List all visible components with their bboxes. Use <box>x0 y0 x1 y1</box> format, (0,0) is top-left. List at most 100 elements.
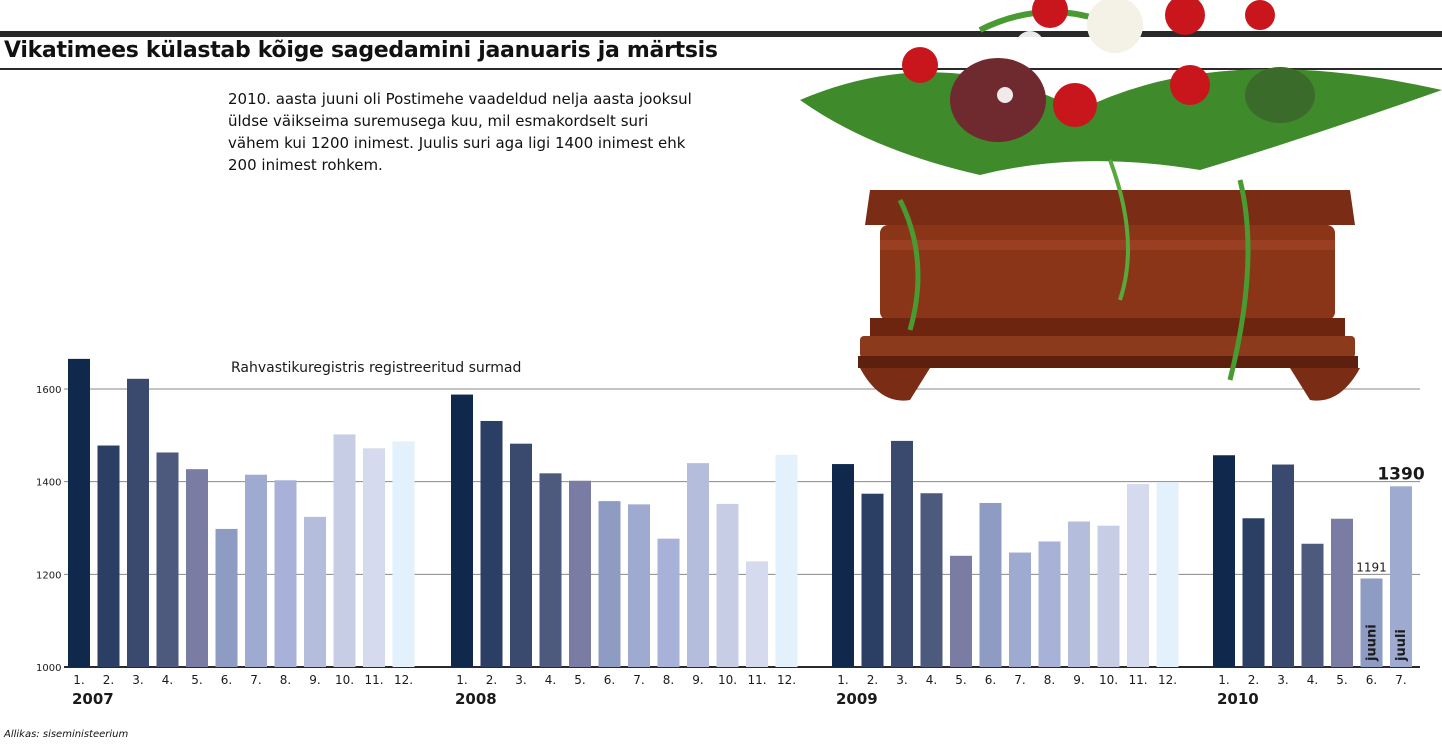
bar <box>186 469 208 667</box>
x-tick-label: 3. <box>515 673 526 687</box>
year-label: 2009 <box>836 690 878 708</box>
bar <box>1331 518 1353 667</box>
x-tick-label: 6. <box>1366 673 1377 687</box>
bar <box>68 358 90 667</box>
x-tick-label: 10. <box>335 673 354 687</box>
bar-month-name: juuni <box>1365 624 1380 662</box>
bar <box>920 493 943 667</box>
bar <box>1390 486 1412 667</box>
x-tick-label: 11. <box>747 673 766 687</box>
x-tick-label: 10. <box>718 673 737 687</box>
bar <box>127 378 149 667</box>
bar <box>97 445 120 667</box>
coffin-flowers-image <box>800 0 1442 401</box>
bar <box>628 504 650 667</box>
x-tick-label: 9. <box>692 673 703 687</box>
bar <box>510 443 532 667</box>
bar <box>598 501 621 667</box>
x-tick-label: 2. <box>1248 673 1259 687</box>
x-tick-label: 7. <box>250 673 261 687</box>
x-tick-label: 8. <box>1044 673 1055 687</box>
bar <box>480 420 503 667</box>
x-tick-label: 5. <box>191 673 202 687</box>
bar <box>1213 455 1235 667</box>
x-tick-label: 1. <box>1218 673 1229 687</box>
x-tick-label: 1. <box>73 673 84 687</box>
y-tick-label: 1600 <box>36 385 61 396</box>
bar <box>1301 543 1324 667</box>
x-tick-label: 5. <box>955 673 966 687</box>
x-tick-label: 4. <box>162 673 173 687</box>
x-tick-label: 2. <box>867 673 878 687</box>
x-tick-label: 3. <box>1277 673 1288 687</box>
bar <box>775 454 798 667</box>
y-tick-label: 1400 <box>36 478 61 489</box>
bar <box>1009 552 1031 667</box>
bar <box>746 561 768 667</box>
bar <box>1068 521 1090 667</box>
bar <box>1242 518 1265 667</box>
bar <box>950 555 972 667</box>
x-tick-label: 9. <box>309 673 320 687</box>
source-note: Allikas: siseministeerium <box>4 729 129 740</box>
bar <box>363 448 385 667</box>
x-tick-label: 12. <box>394 673 413 687</box>
year-label: 2008 <box>455 690 497 708</box>
x-tick-label: 6. <box>985 673 996 687</box>
bar <box>215 528 238 667</box>
x-tick-label: 4. <box>545 673 556 687</box>
value-label: 1191 <box>1356 561 1387 575</box>
bar <box>274 480 297 667</box>
bar <box>657 538 680 667</box>
x-tick-label: 4. <box>926 673 937 687</box>
bar <box>891 440 913 667</box>
x-tick-label: 9. <box>1073 673 1084 687</box>
y-tick-label: 1000 <box>36 663 61 674</box>
chart-subtitle: Rahvastikuregistris registreeritud surma… <box>231 360 521 376</box>
bar <box>687 463 709 667</box>
x-tick-label: 1. <box>456 673 467 687</box>
bar <box>979 502 1002 667</box>
bar <box>245 474 267 667</box>
year-label: 2007 <box>72 690 114 708</box>
bar <box>451 394 473 667</box>
x-tick-label: 2. <box>486 673 497 687</box>
bar <box>1360 578 1383 667</box>
year-label: 2010 <box>1217 690 1259 708</box>
x-tick-label: 12. <box>777 673 796 687</box>
x-tick-label: 11. <box>364 673 383 687</box>
top-rule <box>0 31 1442 37</box>
x-tick-label: 7. <box>633 673 644 687</box>
x-tick-label: 8. <box>280 673 291 687</box>
bar <box>1156 482 1179 667</box>
x-tick-label: 5. <box>574 673 585 687</box>
x-tick-label: 5. <box>1336 673 1347 687</box>
x-tick-label: 6. <box>604 673 615 687</box>
intro-text: 2010. aasta juuni oli Postimehe vaadeldu… <box>228 90 692 174</box>
x-tick-label: 4. <box>1307 673 1318 687</box>
bar <box>392 441 415 667</box>
bar <box>1038 541 1061 667</box>
x-tick-label: 6. <box>221 673 232 687</box>
x-tick-label: 2. <box>103 673 114 687</box>
x-tick-label: 7. <box>1395 673 1406 687</box>
y-tick-label: 1200 <box>36 570 61 581</box>
x-tick-label: 8. <box>663 673 674 687</box>
x-tick-label: 10. <box>1099 673 1118 687</box>
bar <box>1127 483 1149 667</box>
x-tick-label: 1. <box>837 673 848 687</box>
bar <box>304 516 326 667</box>
bar <box>333 434 356 667</box>
bar <box>1272 464 1294 667</box>
x-tick-label: 3. <box>132 673 143 687</box>
bar <box>861 493 884 667</box>
x-tick-label: 7. <box>1014 673 1025 687</box>
page-title: Vikatimees külastab kõige sagedamini jaa… <box>4 38 718 63</box>
x-tick-label: 12. <box>1158 673 1177 687</box>
title-rule <box>0 68 1442 70</box>
x-tick-label: 3. <box>896 673 907 687</box>
value-label: 1390 <box>1377 464 1424 484</box>
bar-month-name: juuli <box>1394 629 1409 662</box>
bar <box>1097 525 1120 667</box>
